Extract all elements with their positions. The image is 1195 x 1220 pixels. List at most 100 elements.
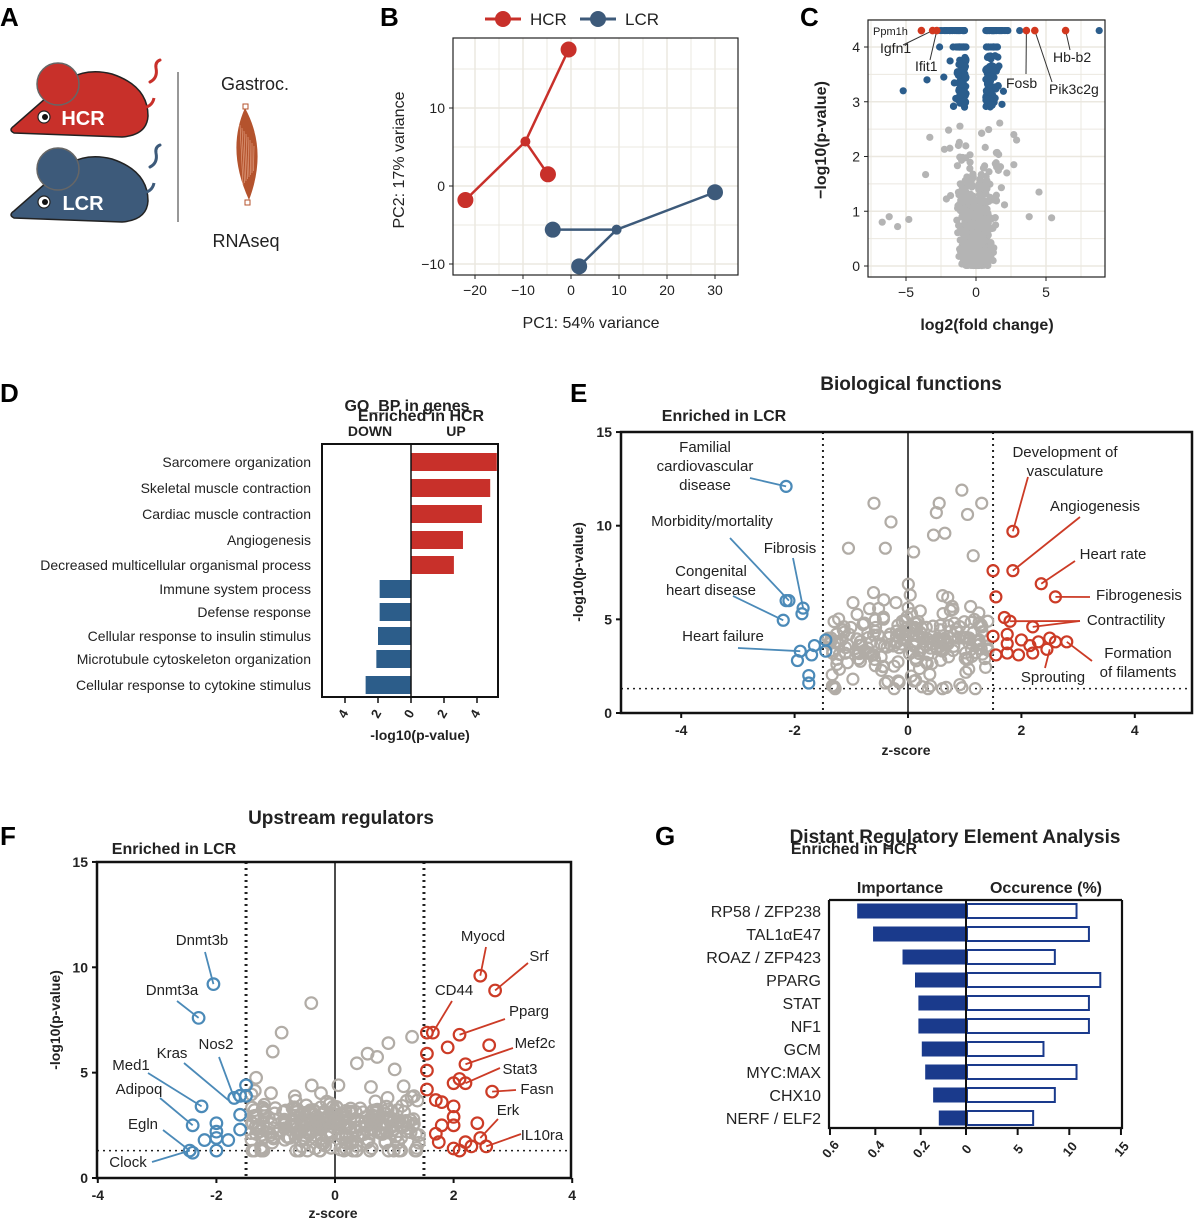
- label-leader: [162, 1129, 191, 1152]
- side-label-lcr: Enriched in LCR: [112, 841, 237, 858]
- point-ns: [964, 599, 978, 614]
- bar: [379, 580, 411, 598]
- point-enriched-hcr: [1026, 646, 1040, 660]
- legend-marker: [590, 11, 606, 27]
- point-ns: [349, 1143, 364, 1158]
- gene-point-ns: [940, 145, 949, 153]
- gene-point-labeled: [917, 26, 926, 35]
- chart-title: Biological functions: [820, 374, 1002, 395]
- point-ns: [905, 645, 919, 659]
- label-leader: [479, 1118, 499, 1139]
- mouse-ear-icon: [36, 147, 80, 191]
- point-ns: [838, 646, 852, 660]
- gene-point-significant: [1003, 26, 1012, 35]
- annotation-label: IL10ra: [521, 1127, 564, 1144]
- bar: [411, 505, 482, 523]
- plot-frame: [827, 898, 1124, 1130]
- gene-point-ns: [1010, 161, 1018, 169]
- point-ns: [930, 634, 944, 648]
- panel-letter: A: [0, 2, 19, 32]
- gene-point-ns: [981, 162, 989, 170]
- assay-label: RNAseq: [212, 231, 279, 251]
- point-ns: [329, 1099, 344, 1114]
- point-ns: [359, 1119, 374, 1134]
- gene-label: Pik3c2g: [1049, 81, 1099, 97]
- y-axis-label: −log10(p-value): [813, 81, 830, 199]
- y-axis-label: -log10(p-value): [570, 522, 586, 622]
- gene-point-ns: [1048, 214, 1056, 222]
- annotation-label: Clock: [109, 1154, 147, 1171]
- gene-point-ns: [962, 142, 970, 150]
- point-enriched-lcr: [802, 676, 816, 690]
- label-leader: [902, 30, 933, 46]
- point-ns: [904, 620, 918, 635]
- point-ns: [832, 612, 846, 626]
- point-ns: [370, 1109, 385, 1124]
- point-ns: [960, 507, 975, 522]
- point-enriched-lcr: [194, 1099, 209, 1114]
- point-enriched-lcr: [209, 1143, 224, 1158]
- gene-point-ns: [978, 129, 986, 137]
- x-tick-label: 0.4: [864, 1137, 888, 1161]
- point-enriched-hcr: [420, 1046, 434, 1061]
- annotation-label: Erk: [497, 1102, 520, 1119]
- panel-e-biological-functions: Biological functions Enriched in LCR Enric…: [358, 374, 1194, 758]
- point-enriched-hcr: [1006, 564, 1020, 578]
- gene-point-ns: [982, 177, 991, 185]
- annotation-label: Adipoq: [116, 1081, 163, 1098]
- annotation-label: disease: [679, 477, 731, 494]
- x-tick-label: 20: [659, 282, 675, 298]
- point-ns: [335, 1113, 349, 1128]
- gene-point-significant: [988, 101, 996, 109]
- x-tick-label: 2: [1018, 722, 1026, 738]
- annotation-label: vasculature: [1027, 463, 1104, 480]
- occurence-bar: [966, 1041, 1045, 1057]
- panel-b-pca-plot: −20 −10 0 10 20 30 −10 0 10 PC1: 54% variance PC2:…: [391, 10, 739, 332]
- y-tick-label: 0: [604, 705, 612, 721]
- point-ns: [972, 633, 986, 647]
- label-leader: [159, 1097, 194, 1127]
- point-ns: [318, 1138, 333, 1153]
- point-enriched-hcr: [446, 1118, 461, 1133]
- point-ns: [968, 682, 982, 696]
- category-label: Skeletal muscle contraction: [141, 480, 311, 496]
- point-ns: [891, 674, 905, 688]
- occurence-bar: [966, 1087, 1056, 1103]
- mouse-lcr-icon: LCR: [10, 143, 162, 223]
- gene-point-ns: [894, 222, 902, 231]
- point-ns: [274, 1025, 289, 1040]
- gene-point-significant: [961, 62, 970, 70]
- point-enriched-hcr: [1040, 642, 1054, 656]
- panel-letter: C: [800, 2, 819, 32]
- gene-point-significant: [949, 102, 958, 110]
- sample-point: [539, 166, 556, 183]
- gene-point-significant: [957, 80, 965, 88]
- point-enriched-lcr: [233, 1122, 248, 1137]
- gene-point-ns: [958, 184, 966, 192]
- point-ns: [889, 596, 903, 610]
- y-axis-label: PC2: 17% variance: [391, 91, 408, 228]
- point-enriched-lcr: [779, 594, 793, 608]
- x-tick-label: 0: [331, 1187, 339, 1203]
- point-enriched-hcr: [464, 1139, 479, 1154]
- y-tick-label: 3: [852, 94, 860, 110]
- gene-point-significant: [923, 76, 931, 84]
- x-tick-label: 15: [1111, 1139, 1132, 1160]
- x-axis-label: z-score: [308, 1205, 357, 1220]
- point-ns: [866, 585, 881, 600]
- gene-point-ns: [981, 143, 989, 151]
- point-ns: [903, 588, 917, 602]
- point-ns: [247, 1143, 262, 1158]
- point-enriched-hcr: [446, 1141, 461, 1156]
- point-ns: [832, 662, 847, 676]
- y-tick-label: 0: [852, 258, 860, 274]
- annotation-label: Contractility: [1087, 612, 1166, 629]
- plot-frame: [867, 19, 1106, 278]
- point-enriched-lcr: [779, 479, 793, 493]
- x-tick-label: 4: [568, 1187, 576, 1203]
- gene-point-ns: [982, 258, 990, 266]
- legend-marker: [495, 11, 511, 27]
- group-label-importance: Importance: [857, 880, 943, 897]
- point-ns: [923, 679, 938, 693]
- panel-d-go-bar-chart: GO_BP in genes DOWN UP Sarcomere organizati…: [40, 398, 499, 743]
